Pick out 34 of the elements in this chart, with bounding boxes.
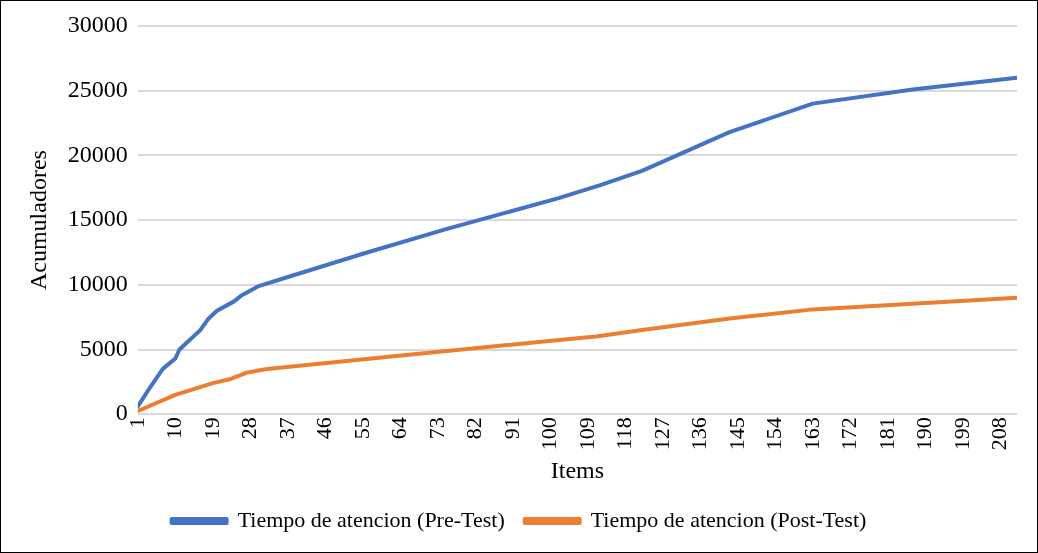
y-tick-label: 5000	[79, 334, 128, 361]
x-tick-label: 118	[611, 417, 637, 450]
x-tick-label: 154	[761, 417, 787, 451]
x-tick-label: 19	[198, 417, 224, 440]
x-tick-label: 73	[423, 417, 449, 440]
x-axis-title: Items	[550, 456, 605, 483]
x-tick-label: 64	[386, 417, 412, 440]
x-tick-label: 127	[648, 417, 674, 451]
x-tick-label: 10	[161, 417, 187, 440]
x-tick-label: 46	[311, 417, 337, 440]
x-tick-label: 109	[573, 417, 599, 451]
x-tick-label: 100	[536, 417, 562, 451]
y-tick-label: 25000	[67, 76, 128, 102]
x-tick-label: 208	[986, 417, 1012, 451]
x-tick-label: 37	[273, 417, 299, 440]
x-tick-label: 28	[236, 417, 262, 440]
y-tick-label: 10000	[67, 270, 128, 297]
x-tick-label: 181	[873, 417, 899, 451]
x-tick-label: 82	[461, 417, 487, 440]
x-tick-label: 172	[836, 417, 862, 451]
x-tick-label: 190	[911, 417, 937, 451]
x-tick-label: 145	[723, 417, 749, 451]
legend-label: Tiempo de atencion (Post-Test)	[590, 506, 867, 532]
y-tick-label: 15000	[67, 205, 128, 232]
y-tick-label: 0	[115, 399, 128, 426]
x-tick-label: 199	[948, 417, 974, 451]
x-tick-label: 163	[798, 417, 824, 451]
y-tick-label: 30000	[67, 11, 128, 38]
y-tick-label: 20000	[67, 140, 128, 167]
x-tick-label: 91	[498, 417, 524, 440]
y-axis-title: Acumuladores	[24, 150, 51, 291]
x-tick-label: 55	[348, 417, 374, 440]
legend-label: Tiempo de atencion (Pre-Test)	[237, 506, 505, 532]
x-tick-label: 136	[686, 417, 712, 451]
